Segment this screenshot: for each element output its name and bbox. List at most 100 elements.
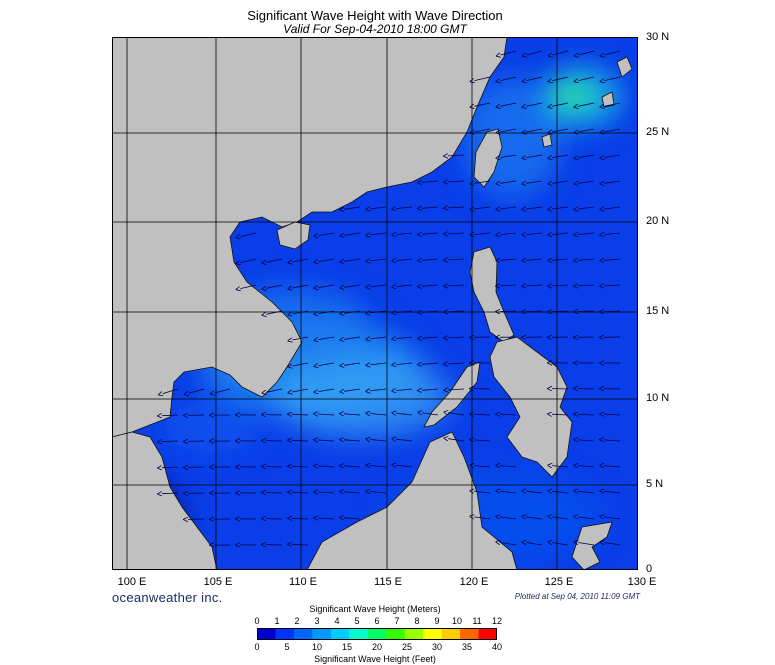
wave-direction-arrow — [240, 232, 257, 237]
wave-direction-arrow — [396, 413, 413, 415]
wave-direction-arrow — [370, 440, 387, 442]
wave-direction-arrow — [526, 491, 543, 493]
wave-direction-arrow — [344, 206, 361, 209]
wave-direction-arrow — [318, 492, 335, 493]
meter-tick-label: 10 — [451, 616, 462, 626]
wave-direction-arrow — [448, 181, 465, 182]
wave-direction-arrow — [318, 414, 335, 415]
wave-direction-arrow — [318, 388, 335, 392]
wave-direction-arrow — [526, 233, 543, 235]
wave-direction-arrow — [292, 414, 309, 415]
wave-direction-arrow — [604, 233, 621, 235]
wave-direction-arrow — [578, 102, 595, 106]
wave-direction-arrow — [448, 363, 465, 364]
wave-direction-arrow — [604, 76, 621, 81]
wave-direction-arrow — [396, 337, 413, 339]
meter-tick-label: 3 — [314, 616, 320, 626]
wave-direction-arrow — [474, 440, 491, 441]
wave-direction-arrow — [578, 128, 595, 132]
wave-direction-arrow — [448, 233, 465, 234]
wave-direction-arrow — [604, 154, 621, 158]
wave-direction-arrow — [500, 414, 517, 415]
wave-direction-arrow — [370, 466, 387, 468]
wave-direction-arrow — [448, 413, 465, 416]
wave-direction-arrow — [396, 207, 413, 209]
wave-direction-arrow — [422, 337, 439, 338]
colorbar-cell — [275, 628, 295, 640]
company-name: oceanweather inc. — [112, 590, 223, 605]
colorbar-title-meters: Significant Wave Height (Meters) — [309, 604, 441, 614]
wave-direction-arrow — [552, 543, 569, 546]
wave-direction-arrow — [604, 285, 621, 286]
wave-direction-arrow — [292, 336, 309, 340]
meter-tick-label: 6 — [374, 616, 380, 626]
wave-direction-arrow — [578, 154, 595, 158]
lat-label: 30 N — [646, 31, 670, 43]
wave-direction-arrow — [578, 414, 595, 415]
meter-tick-label: 9 — [434, 616, 440, 626]
colorbar-cell — [386, 628, 406, 640]
wave-direction-arrow — [474, 180, 491, 183]
wave-direction-arrow — [604, 517, 621, 520]
wave-direction-arrow — [344, 492, 361, 493]
wave-direction-arrow — [526, 285, 543, 286]
wave-direction-arrow — [422, 181, 439, 182]
wave-direction-arrow — [526, 76, 543, 81]
wave-height-map — [112, 37, 638, 570]
lat-label: 15 N — [646, 305, 670, 317]
lat-label: 10 N — [646, 392, 670, 404]
wave-direction-arrow — [500, 102, 517, 106]
wave-direction-arrow — [500, 285, 517, 286]
wave-direction-arrow — [527, 50, 543, 55]
graticule — [112, 37, 638, 570]
meter-tick-label: 11 — [472, 616, 482, 626]
wave-direction-arrow — [396, 363, 413, 365]
lon-label: 120 E — [459, 576, 489, 588]
wave-direction-arrow — [344, 362, 361, 365]
wave-direction-arrow — [500, 154, 517, 158]
wave-direction-arrow — [370, 207, 387, 209]
wave-direction-arrow — [552, 311, 569, 312]
wave-direction-arrow — [292, 518, 309, 519]
wave-direction-arrow — [604, 128, 621, 132]
wave-direction-arrow — [604, 259, 621, 260]
wave-direction-arrow — [604, 311, 621, 312]
meter-tick-label: 5 — [354, 616, 360, 626]
wave-direction-arrow — [578, 259, 595, 260]
wave-direction-arrow — [396, 259, 413, 261]
wave-direction-arrow — [448, 389, 465, 390]
feet-tick-label: 0 — [254, 642, 260, 652]
map-frame — [112, 37, 638, 570]
wave-direction-arrow — [604, 414, 621, 415]
colorbar-cell — [293, 628, 313, 640]
wave-direction-arrow — [526, 311, 543, 312]
wave-direction-arrow — [318, 440, 335, 441]
wave-direction-arrow — [474, 76, 491, 81]
wave-direction-arrow — [292, 544, 309, 545]
wave-direction-arrow — [162, 415, 179, 416]
wave-direction-arrow — [578, 180, 595, 183]
wave-direction-arrow — [526, 102, 543, 106]
wave-direction-arrow — [552, 517, 569, 520]
wave-direction-arrow — [526, 259, 543, 260]
colorbar — [257, 628, 497, 640]
colorbar-cell — [423, 628, 443, 640]
wave-direction-arrow — [526, 206, 543, 209]
wave-direction-arrow — [448, 207, 465, 208]
wave-direction-arrow — [474, 414, 491, 415]
wave-direction-arrow — [422, 389, 439, 390]
wave-direction-arrow — [578, 517, 595, 520]
wave-direction-arrow — [370, 492, 387, 494]
wave-direction-arrow — [292, 310, 309, 314]
wave-direction-arrow — [318, 284, 335, 288]
wave-direction-arrow — [266, 310, 283, 314]
meter-tick-label: 7 — [394, 616, 400, 626]
wave-direction-arrow — [318, 232, 335, 236]
wave-direction-arrow — [552, 102, 569, 106]
wave-direction-arrow — [578, 466, 595, 467]
colorbar-cell — [349, 628, 369, 640]
wave-direction-arrow — [370, 389, 387, 391]
wave-direction-arrow — [552, 206, 569, 209]
land-masses — [112, 37, 633, 570]
wave-direction-arrow — [474, 466, 491, 467]
